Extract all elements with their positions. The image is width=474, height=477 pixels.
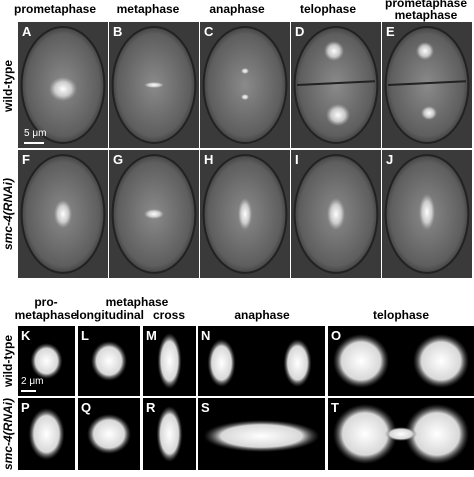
chromosomes: [28, 408, 65, 460]
panel-letter: A: [22, 24, 32, 39]
cell-division: [296, 80, 376, 86]
panel-letter: Q: [81, 400, 91, 415]
panel-letter: H: [204, 152, 213, 167]
panel-letter: O: [331, 328, 341, 343]
chromatin: [419, 194, 435, 230]
column-header: cross: [153, 308, 185, 322]
chromatin: [326, 104, 350, 126]
panel-letter: E: [386, 24, 395, 39]
column-header: anaphase: [209, 2, 265, 16]
chromatin: [241, 68, 249, 74]
row-label: smc-4(RNAi): [1, 398, 15, 470]
column-header: metaphase: [106, 295, 169, 309]
column-header: pro-: [34, 295, 57, 309]
panel-letter: D: [295, 24, 304, 39]
row-label: wild-type: [1, 60, 15, 113]
chromatin: [416, 42, 434, 60]
chromosomes: [157, 333, 182, 389]
chromosomes: [91, 341, 127, 381]
column-header: prometaphase: [14, 2, 96, 16]
panel-letter: C: [204, 24, 214, 39]
panel-letter: P: [21, 400, 30, 415]
chromatin: [49, 77, 77, 101]
panel-letter: J: [386, 152, 393, 167]
row-label: smc-4(RNAi): [1, 178, 15, 250]
chromosomes: [156, 406, 183, 462]
scale-label: 5 μm: [24, 128, 46, 139]
chromatin: [421, 106, 437, 120]
chromosomes: [30, 343, 63, 379]
chromosomes: [203, 420, 320, 452]
chromosomes: [207, 339, 236, 387]
chromatin: [144, 82, 164, 88]
column-header: telophase: [300, 2, 356, 16]
panel-letter: I: [295, 152, 299, 167]
panel-letter: B: [113, 24, 122, 39]
chromatin: [327, 198, 345, 230]
panel-letter: T: [331, 400, 339, 415]
chromosomes: [87, 414, 131, 454]
chromosomes: [283, 339, 312, 387]
panel-letter: G: [113, 152, 123, 167]
panel-letter: M: [146, 328, 157, 343]
chromosomes: [405, 404, 469, 464]
scale-label: 2 μm: [21, 376, 43, 387]
panel-letter: S: [201, 400, 210, 415]
column-header: metaphase: [117, 2, 180, 16]
cell: [293, 26, 379, 144]
column-header: metaphase: [395, 8, 458, 22]
chromatin: [54, 200, 72, 228]
chromatin: [324, 41, 344, 61]
panel-letter: F: [22, 152, 30, 167]
chromosomes: [385, 427, 417, 441]
column-header: prometaphase: [385, 0, 467, 10]
chromatin: [241, 94, 249, 100]
panel-letter: K: [21, 328, 31, 343]
column-header: longitudinal: [76, 308, 144, 322]
panel-letter: N: [201, 328, 210, 343]
row-label: wild-type: [1, 335, 15, 388]
cell-division: [387, 80, 467, 86]
panel-letter: R: [146, 400, 156, 415]
chromosomes: [333, 404, 397, 464]
chromosomes: [333, 334, 389, 388]
cell: [384, 26, 470, 144]
column-header: metaphase: [15, 308, 78, 322]
column-header: anaphase: [234, 308, 290, 322]
cell: [202, 26, 288, 144]
chromatin: [144, 209, 164, 219]
column-header: telophase: [373, 308, 429, 322]
panel-letter: L: [81, 328, 89, 343]
chromatin: [238, 198, 252, 230]
chromosomes: [413, 334, 469, 388]
